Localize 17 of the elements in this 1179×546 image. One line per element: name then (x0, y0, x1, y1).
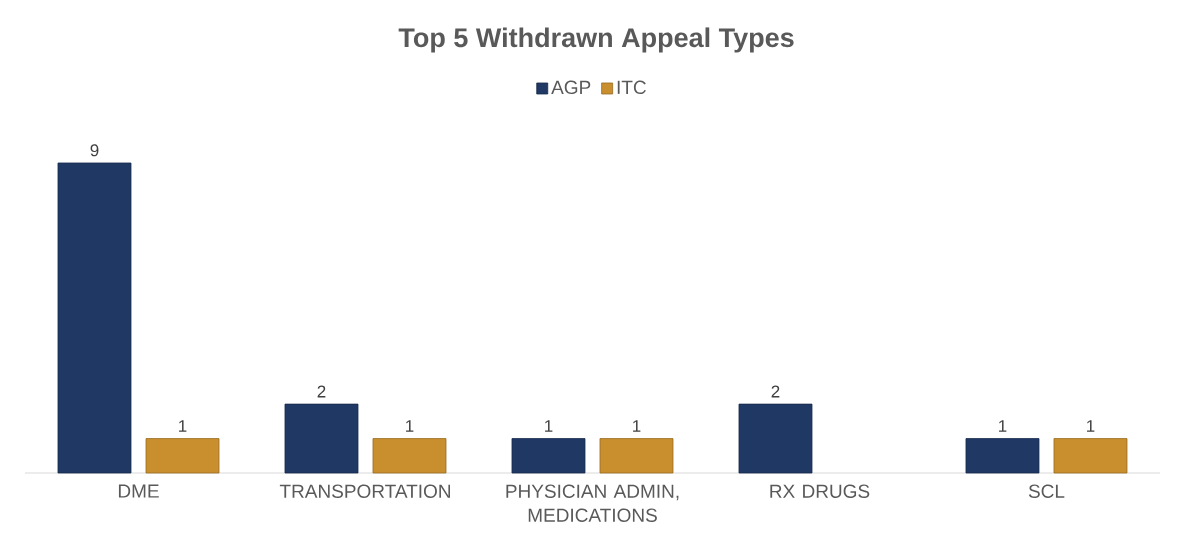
x-tick-label: DME (118, 484, 159, 498)
data-label: 9 (90, 144, 99, 157)
data-label: 1 (633, 420, 641, 432)
x-tick-label: RX DRUGS (770, 484, 870, 498)
legend-label: ITC (617, 80, 646, 95)
x-tick-label: SCL (1028, 484, 1065, 498)
data-label: 2 (317, 385, 326, 398)
data-label: 1 (545, 420, 553, 432)
data-label: 2 (771, 385, 780, 398)
x-tick-label: PHYSICIAN ADMIN, MEDICATIONS (506, 484, 679, 522)
data-label: 1 (999, 420, 1007, 432)
chart-title: Top 5 Withdrawn Appeal Types (398, 27, 794, 53)
x-tick-label: TRANSPORTATION (279, 484, 450, 498)
data-label: 1 (406, 420, 414, 432)
legend-label: AGP (551, 80, 591, 95)
data-label: 1 (179, 420, 187, 432)
data-label: 1 (1087, 420, 1095, 432)
